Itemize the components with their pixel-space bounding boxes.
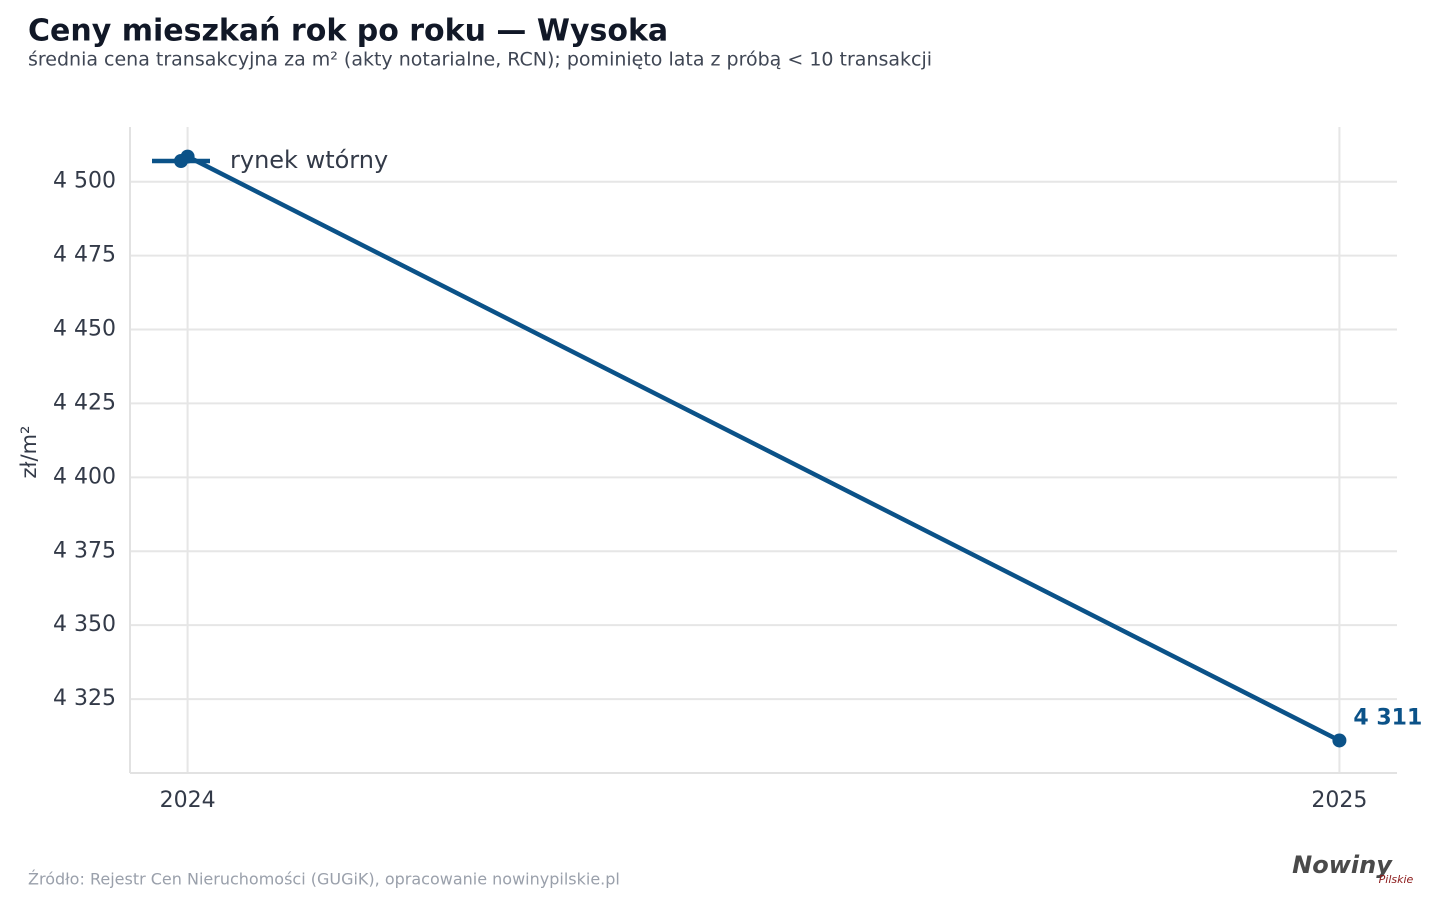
- y-tick-label: 4 500: [53, 169, 116, 194]
- chart-subtitle: średnia cena transakcyjna za m² (akty no…: [28, 49, 932, 71]
- x-tick-label: 2024: [160, 788, 216, 813]
- y-axis-label: zł/m²: [17, 426, 41, 479]
- x-tick-label: 2025: [1311, 788, 1367, 813]
- y-tick-label: 4 475: [53, 243, 116, 268]
- legend-marker: [174, 154, 188, 168]
- y-tick-label: 4 425: [53, 390, 116, 415]
- logo-main: Nowiny: [1292, 851, 1393, 879]
- y-tick-label: 4 400: [53, 464, 116, 489]
- y-tick-label: 4 325: [53, 686, 116, 711]
- y-tick-label: 4 450: [53, 317, 116, 342]
- source-note: Źródło: Rejestr Cen Nieruchomości (GUGiK…: [28, 870, 620, 889]
- y-tick-label: 4 375: [53, 538, 116, 563]
- data-point: [1332, 733, 1347, 748]
- series-line: [186, 154, 1341, 743]
- logo-sub: Pilskie: [1379, 873, 1414, 886]
- value-label: 4 311: [1353, 705, 1422, 730]
- legend-label: rynek wtórny: [230, 146, 388, 174]
- y-tick-label: 4 350: [53, 612, 116, 637]
- chart-title: Ceny mieszkań rok po roku — Wysoka: [28, 14, 668, 49]
